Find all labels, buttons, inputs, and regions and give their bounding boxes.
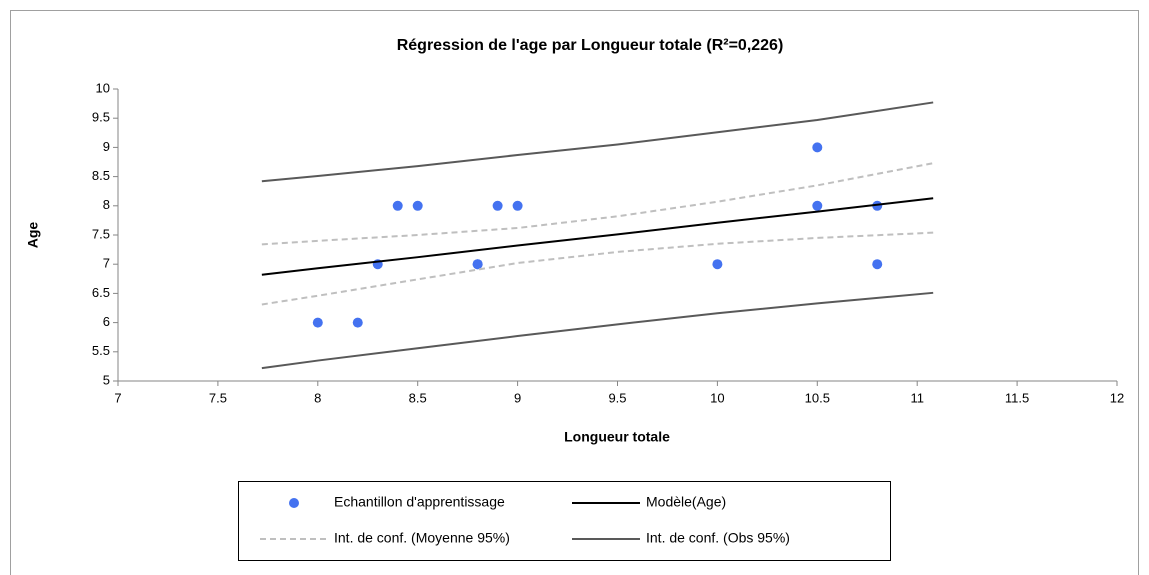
x-tick-label: 9.5 bbox=[608, 390, 626, 405]
point bbox=[712, 259, 723, 270]
y-tick-label: 10 bbox=[96, 80, 110, 95]
point bbox=[472, 259, 483, 270]
line bbox=[261, 291, 934, 370]
line bbox=[261, 162, 934, 246]
line bbox=[261, 101, 934, 183]
y-tick-label: 6.5 bbox=[92, 285, 110, 300]
x-tick-label: 10 bbox=[710, 390, 724, 405]
y-tick-label: 7 bbox=[103, 256, 110, 271]
x-tick-label: 11.5 bbox=[1005, 390, 1029, 405]
legend-label: Int. de conf. (Obs 95%) bbox=[646, 530, 790, 546]
legend-label: Echantillon d'apprentissage bbox=[334, 494, 505, 510]
line bbox=[261, 197, 934, 276]
y-tick-label: 7.5 bbox=[92, 226, 110, 241]
x-tick-label: 8.5 bbox=[409, 390, 427, 405]
y-tick-label: 5.5 bbox=[92, 343, 110, 358]
x-axis-title: Longueur totale bbox=[564, 429, 670, 445]
chart-border bbox=[10, 10, 1139, 575]
point bbox=[872, 200, 883, 211]
y-tick-label: 8 bbox=[103, 197, 110, 212]
x-tick-label: 10.5 bbox=[805, 390, 830, 405]
x-tick-label: 8 bbox=[314, 390, 321, 405]
point bbox=[312, 317, 323, 328]
legend-box bbox=[238, 481, 891, 561]
legend-label: Modèle(Age) bbox=[646, 494, 726, 510]
y-tick-label: 9.5 bbox=[92, 110, 110, 125]
x-tick-label: 12 bbox=[1110, 390, 1124, 405]
point bbox=[352, 317, 363, 328]
x-tick-label: 9 bbox=[514, 390, 521, 405]
point bbox=[492, 200, 503, 211]
point bbox=[872, 259, 883, 270]
y-tick-label: 5 bbox=[103, 372, 110, 387]
y-axis-title: Age bbox=[25, 222, 41, 249]
legend-label: Int. de conf. (Moyenne 95%) bbox=[334, 530, 510, 546]
x-tick-label: 7.5 bbox=[209, 390, 227, 405]
y-tick-label: 6 bbox=[103, 314, 110, 329]
point bbox=[392, 200, 403, 211]
point bbox=[512, 200, 523, 211]
x-tick-label: 11 bbox=[910, 390, 924, 405]
chart-title: Régression de l'age par Longueur totale … bbox=[397, 37, 784, 54]
legend-marker bbox=[289, 498, 299, 508]
line bbox=[261, 231, 934, 306]
x-tick-label: 7 bbox=[114, 390, 121, 405]
y-tick-label: 8.5 bbox=[92, 168, 110, 183]
y-tick-label: 9 bbox=[103, 139, 110, 154]
point bbox=[812, 142, 823, 153]
point bbox=[812, 200, 823, 211]
point bbox=[412, 200, 423, 211]
